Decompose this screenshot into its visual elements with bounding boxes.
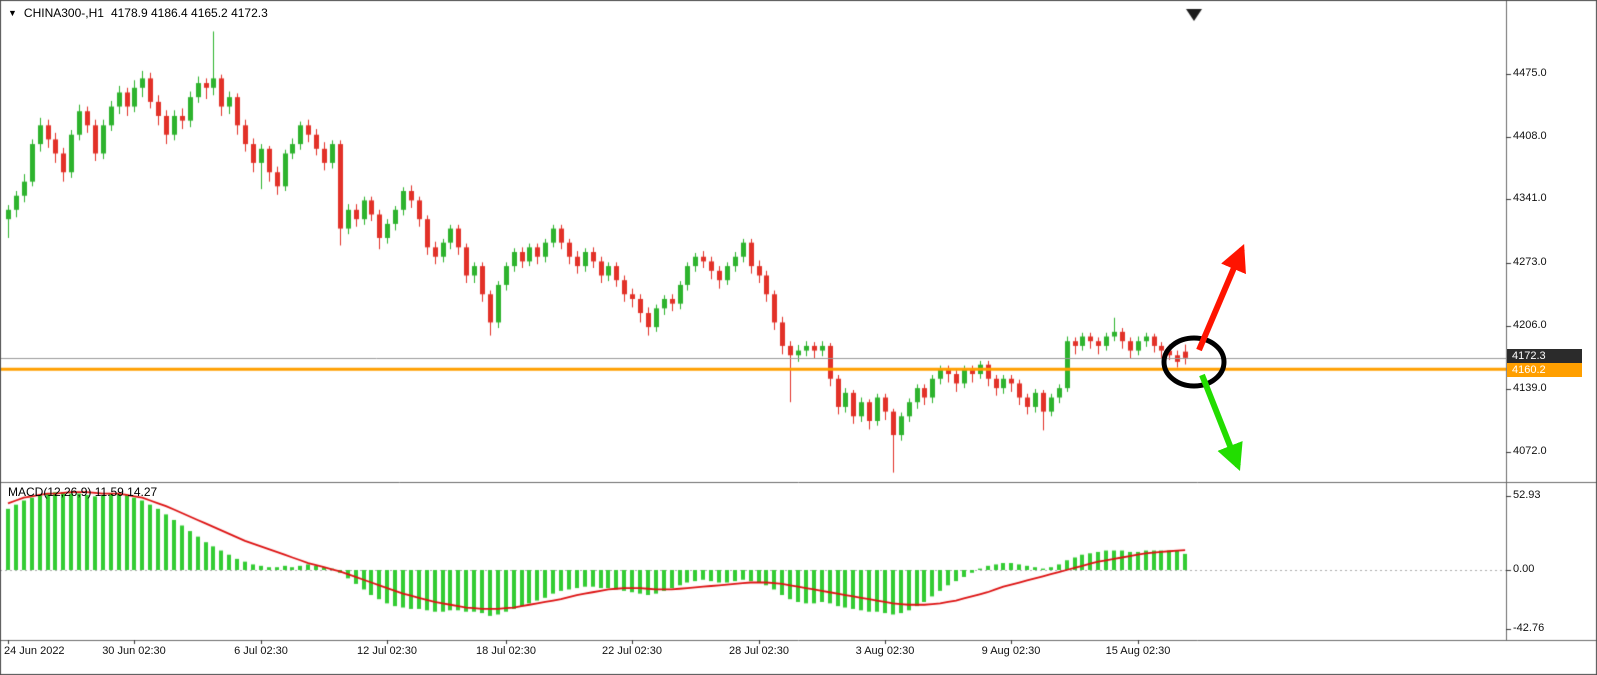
time-axis-label: 9 Aug 02:30 (981, 645, 1041, 657)
macd-indicator-title: MACD(12,26,9) 11.59 14.27 (8, 485, 158, 499)
time-axis-label: 22 Jul 02:30 (602, 645, 662, 657)
time-axis-label: 6 Jul 02:30 (234, 645, 288, 657)
down-triangle-icon: ▼ (8, 8, 17, 18)
price-axis-label: 4341.0 (1513, 192, 1547, 204)
time-axis-label: 18 Jul 02:30 (476, 645, 536, 657)
time-axis-label: 28 Jul 02:30 (729, 645, 789, 657)
time-axis-label: 30 Jun 02:30 (102, 645, 166, 657)
price-axis-label: 4475.0 (1513, 67, 1547, 79)
ohlc-info-bar: ▼ CHINA300-,H1 4178.9 4186.4 4165.2 4172… (8, 6, 268, 20)
highlight-ellipse-annotation[interactable] (1161, 335, 1227, 389)
time-axis-label: 15 Aug 02:30 (1105, 645, 1171, 657)
price-axis-label: 4072.0 (1513, 445, 1547, 457)
current-price-badge: 4172.3 (1507, 349, 1582, 363)
macd-axis-label: 0.00 (1513, 563, 1535, 575)
time-axis-label: 24 Jun 2022 (4, 645, 65, 657)
time-axis-label: 12 Jul 02:30 (357, 645, 417, 657)
time-axis-label: 3 Aug 02:30 (855, 645, 915, 657)
ohlc-values-label: 4178.9 4186.4 4165.2 4172.3 (110, 6, 268, 20)
symbol-timeframe-label: CHINA300-,H1 (23, 6, 104, 20)
price-axis-label: 4206.0 (1513, 319, 1547, 331)
hline-price-badge: 4160.2 (1507, 363, 1582, 377)
price-axis-label: 4408.0 (1513, 130, 1547, 142)
bearish-arrow-annotation[interactable] (1199, 373, 1243, 472)
macd-axis-label: -42.76 (1513, 622, 1545, 634)
bullish-arrow-annotation[interactable] (1196, 244, 1246, 352)
macd-axis-label: 52.93 (1513, 489, 1541, 501)
price-axis-label: 4273.0 (1513, 256, 1547, 268)
price-axis-label: 4139.0 (1513, 382, 1547, 394)
